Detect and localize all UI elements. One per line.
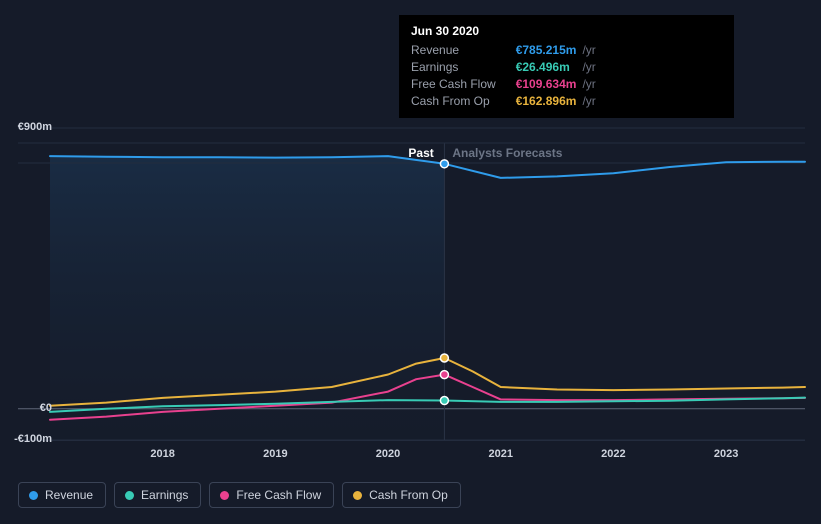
tooltip-row-label: Revenue: [411, 42, 516, 59]
tooltip-row-value: €26.496m: [516, 59, 581, 76]
legend-item-cfo[interactable]: Cash From Op: [342, 482, 461, 508]
x-tick-label: 2018: [150, 448, 174, 460]
tooltip-row-label: Cash From Op: [411, 93, 516, 110]
chart-tooltip: Jun 30 2020 Revenue€785.215m/yrEarnings€…: [399, 15, 734, 118]
marker-earnings: [440, 397, 448, 405]
marker-fcf: [440, 371, 448, 379]
legend-item-fcf[interactable]: Free Cash Flow: [209, 482, 334, 508]
tooltip-row-label: Free Cash Flow: [411, 76, 516, 93]
x-tick-label: 2023: [714, 448, 738, 460]
y-tick-label: €0: [0, 402, 52, 414]
legend-item-label: Cash From Op: [369, 488, 448, 502]
y-tick-label: €900m: [0, 121, 52, 133]
tooltip-row-value: €785.215m: [516, 42, 581, 59]
x-tick-label: 2020: [376, 448, 400, 460]
x-tick-label: 2019: [263, 448, 287, 460]
legend-item-label: Free Cash Flow: [236, 488, 321, 502]
tooltip-row-unit: /yr: [580, 76, 599, 93]
tooltip-row-unit: /yr: [580, 59, 599, 76]
legend-item-label: Earnings: [141, 488, 188, 502]
tooltip-row-label: Earnings: [411, 59, 516, 76]
x-tick-label: 2021: [488, 448, 512, 460]
chart-legend: Revenue Earnings Free Cash Flow Cash From O…: [18, 482, 461, 508]
region-label-forecast: Analysts Forecasts: [452, 146, 562, 160]
y-tick-label: -€100m: [0, 433, 52, 445]
legend-swatch-icon: [220, 491, 229, 500]
tooltip-row-unit: /yr: [580, 42, 599, 59]
region-label-past: Past: [408, 146, 433, 160]
tooltip-row-value: €109.634m: [516, 76, 581, 93]
tooltip-row: Cash From Op€162.896m/yr: [411, 93, 600, 110]
tooltip-row: Free Cash Flow€109.634m/yr: [411, 76, 600, 93]
financials-chart: €900m €0 -€100m 2018 2019 2020 2021 2022 2023 P…: [0, 0, 821, 524]
tooltip-row: Revenue€785.215m/yr: [411, 42, 600, 59]
tooltip-row: Earnings€26.496m/yr: [411, 59, 600, 76]
tooltip-row-unit: /yr: [580, 93, 599, 110]
past-area-fill: [50, 156, 444, 440]
legend-swatch-icon: [353, 491, 362, 500]
tooltip-date: Jun 30 2020: [411, 23, 722, 40]
legend-swatch-icon: [29, 491, 38, 500]
legend-item-revenue[interactable]: Revenue: [18, 482, 106, 508]
marker-revenue: [440, 160, 448, 168]
legend-item-earnings[interactable]: Earnings: [114, 482, 201, 508]
legend-item-label: Revenue: [45, 488, 93, 502]
tooltip-rows: Revenue€785.215m/yrEarnings€26.496m/yrFr…: [411, 42, 600, 110]
tooltip-row-value: €162.896m: [516, 93, 581, 110]
legend-swatch-icon: [125, 491, 134, 500]
x-tick-label: 2022: [601, 448, 625, 460]
marker-cfo: [440, 354, 448, 362]
